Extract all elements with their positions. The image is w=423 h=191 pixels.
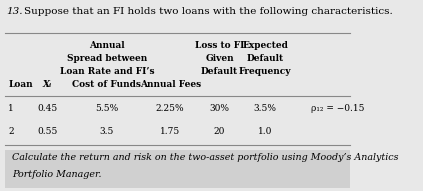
Text: Annual: Annual: [89, 41, 125, 50]
Text: 1.0: 1.0: [258, 127, 272, 136]
Text: Loss to FI: Loss to FI: [195, 41, 244, 50]
FancyBboxPatch shape: [5, 150, 349, 188]
Text: 1.75: 1.75: [160, 127, 180, 136]
Text: Loan Rate and FI’s: Loan Rate and FI’s: [60, 67, 154, 76]
Text: 2: 2: [8, 127, 14, 136]
Text: Xᵢ: Xᵢ: [43, 80, 52, 89]
Text: Default: Default: [247, 54, 284, 63]
Text: Given: Given: [205, 54, 234, 63]
Text: 5.5%: 5.5%: [95, 104, 118, 113]
Text: 1: 1: [8, 104, 14, 113]
Text: Annual Fees: Annual Fees: [140, 80, 201, 89]
Text: Calculate the return and risk on the two-asset portfolio using Moody’s Analytics: Calculate the return and risk on the two…: [12, 153, 398, 162]
Text: Portfolio Manager.: Portfolio Manager.: [12, 170, 102, 179]
Text: Loan: Loan: [8, 80, 33, 89]
Text: 20: 20: [214, 127, 225, 136]
Text: 0.45: 0.45: [37, 104, 57, 113]
Text: 3.5%: 3.5%: [254, 104, 277, 113]
Text: Suppose that an FI holds two loans with the following characteristics.: Suppose that an FI holds two loans with …: [24, 7, 393, 16]
Text: 0.55: 0.55: [37, 127, 57, 136]
Text: Default: Default: [201, 67, 238, 76]
Text: 13.: 13.: [6, 7, 22, 16]
Text: 2.25%: 2.25%: [156, 104, 184, 113]
Text: Frequency: Frequency: [239, 67, 291, 76]
Text: ρ₁₂ = −0.15: ρ₁₂ = −0.15: [311, 104, 364, 113]
Text: Expected: Expected: [242, 41, 288, 50]
Text: 3.5: 3.5: [100, 127, 114, 136]
Text: 30%: 30%: [209, 104, 229, 113]
Text: Cost of Funds: Cost of Funds: [72, 80, 141, 89]
Text: Spread between: Spread between: [67, 54, 147, 63]
